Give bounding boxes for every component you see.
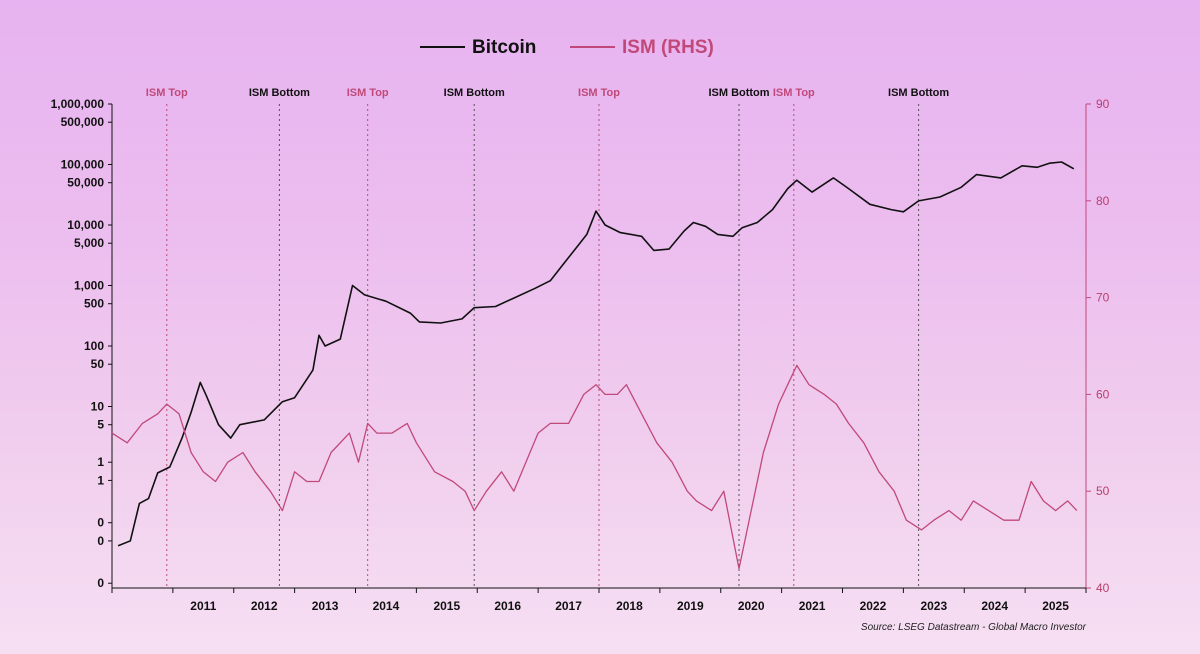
x-tick-label: 2023: [920, 599, 947, 613]
left-tick-label: 5: [97, 418, 104, 432]
x-tick-label: 2022: [860, 599, 887, 613]
left-tick-label: 1,000: [74, 279, 104, 293]
ism-bottom-label: ISM Bottom: [888, 87, 949, 99]
right-tick-label: 70: [1096, 291, 1110, 305]
ism-bottom-label: ISM Bottom: [708, 87, 769, 99]
ism-top-label: ISM Top: [773, 87, 815, 99]
x-tick-label: 2019: [677, 599, 704, 613]
series-line-bitcoin: [117, 161, 1075, 547]
series-line-ism: [111, 364, 1078, 570]
left-tick-label: 0: [97, 516, 104, 530]
series-lines: [111, 161, 1078, 570]
right-tick-label: 80: [1096, 194, 1110, 208]
left-tick-label: 500,000: [61, 115, 105, 129]
x-tick-label: 2012: [251, 599, 278, 613]
x-tick-label: 2011: [190, 599, 216, 613]
x-tick-label: 2018: [616, 599, 643, 613]
left-tick-label: 10,000: [67, 218, 104, 232]
x-tick-label: 2013: [312, 599, 339, 613]
left-tick-label: 100: [84, 339, 104, 353]
x-tick-label: 2015: [433, 599, 460, 613]
right-tick-label: 90: [1096, 97, 1110, 111]
left-tick-label: 0: [97, 534, 104, 548]
left-tick-label: 50,000: [67, 176, 104, 190]
left-tick-label: 1: [97, 455, 104, 469]
ism-top-label: ISM Top: [146, 87, 188, 99]
x-tick-label: 2014: [373, 599, 400, 613]
x-tick-label: 2024: [981, 599, 1008, 613]
left-tick-label: 500: [84, 297, 104, 311]
ism-bottom-label: ISM Bottom: [249, 87, 310, 99]
right-tick-label: 40: [1096, 581, 1110, 595]
ism-top-label: ISM Top: [578, 87, 620, 99]
ism-top-label: ISM Top: [347, 87, 389, 99]
legend: Bitcoin ISM (RHS): [420, 37, 714, 58]
left-tick-label: 5,000: [74, 236, 104, 250]
x-tick-label: 2025: [1042, 599, 1069, 613]
left-tick-label: 1: [97, 473, 104, 487]
legend-label-ism: ISM (RHS): [622, 37, 714, 58]
left-tick-label: 10: [91, 400, 105, 414]
x-axis-ticks: 2011 2012 2013 2014 2015 2016 2017 2018 2019 2020…: [111, 588, 1087, 613]
x-tick-label: 2016: [494, 599, 521, 613]
left-tick-label: 1,000,000: [51, 97, 105, 111]
left-tick-label: 0: [97, 576, 104, 590]
right-axis-ticks: 40 50 60 70 80 90: [1086, 97, 1110, 595]
legend-label-bitcoin: Bitcoin: [472, 37, 536, 58]
ism-bottom-label: ISM Bottom: [444, 87, 505, 99]
x-tick-label: 2020: [738, 599, 765, 613]
x-tick-label: 2017: [555, 599, 582, 613]
right-tick-label: 60: [1096, 387, 1110, 401]
left-axis-ticks: 1,000,000 500,000 100,000 50,000 10,000 5,000…: [51, 97, 112, 590]
left-tick-label: 50: [91, 357, 105, 371]
source-note: Source: LSEG Datastream - Global Macro I…: [861, 622, 1087, 633]
right-tick-label: 50: [1096, 484, 1110, 498]
x-tick-label: 2021: [799, 599, 826, 613]
left-tick-label: 100,000: [61, 158, 105, 172]
event-markers: ISM Top ISM Bottom ISM Top ISM Bottom ISM To…: [146, 87, 949, 588]
